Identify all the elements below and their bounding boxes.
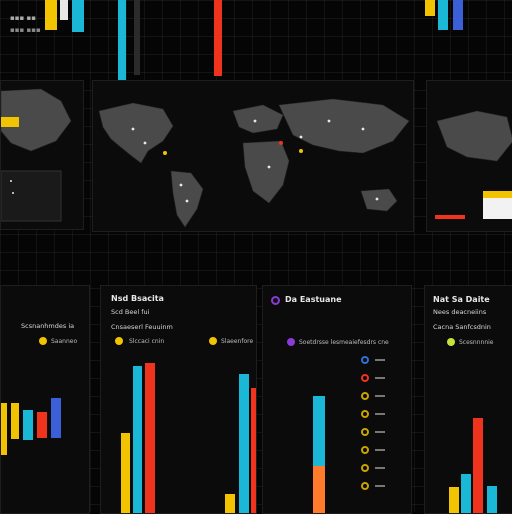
panel-left-legend-2: Saanneo xyxy=(51,338,78,345)
panel-title: Nsd Bsacita xyxy=(111,294,164,303)
icon-list-item-3[interactable] xyxy=(361,392,385,400)
panel-left-legend-1: Scsnanhmdes ia xyxy=(21,322,75,330)
ring-icon xyxy=(361,410,369,418)
legend-label-1: Slccaci cnin xyxy=(129,338,165,345)
panel-subtitle-2: Cnsaeserl Feuuinm xyxy=(111,323,173,331)
icon-list-item-8[interactable] xyxy=(361,482,385,490)
ring-icon xyxy=(361,392,369,400)
map-panel-center xyxy=(92,80,414,232)
bar-red xyxy=(145,363,155,513)
panel-right: Nat Sa Daite Nees deacneiins Cacna Sanfc… xyxy=(424,285,512,514)
icon-list-item-4[interactable] xyxy=(361,410,385,418)
ring-icon xyxy=(361,374,369,382)
top-left-cyan xyxy=(72,0,84,32)
panel-center-left: Nsd Bsacita Scd Beel fui Cnsaeserl Feuui… xyxy=(100,285,257,514)
bar-yellow-2 xyxy=(225,494,235,513)
r-bar-yellow xyxy=(449,487,459,513)
ring-icon xyxy=(361,482,369,490)
map-panel-left xyxy=(0,80,84,230)
panel-cr-title: Da Eastuane xyxy=(285,295,342,304)
ring-icon xyxy=(361,464,369,472)
map-right-svg xyxy=(435,110,512,219)
left-chart-bar-5 xyxy=(51,398,61,438)
ring-icon xyxy=(361,446,369,454)
world-map[interactable] xyxy=(93,81,413,231)
legend-dot-left xyxy=(39,337,47,345)
bar-cyan-2 xyxy=(239,374,249,513)
r-bar-red xyxy=(473,418,483,513)
top-right-cyan xyxy=(438,0,448,30)
legend-dot-yellow xyxy=(115,337,123,345)
legend-label-2: Slaeenfore xyxy=(221,338,254,345)
panel-right-legend: Scesnnnnie xyxy=(459,339,494,346)
panel-cr-legend: Soetdrsse lesmeaiefesdrs cne xyxy=(299,339,389,346)
bar-yellow xyxy=(121,433,130,513)
panel-subtitle: Scd Beel fui xyxy=(111,308,150,316)
top-left-text: ▪▪▪ ▪▪ xyxy=(10,14,36,22)
icon-list-item-7[interactable] xyxy=(361,464,385,472)
panel-right-subtitle-2: Cacna Sanfcsdnin xyxy=(433,323,491,331)
left-chart-bar-2 xyxy=(11,403,19,439)
top-right-yellow xyxy=(425,0,435,16)
ring-icon xyxy=(361,428,369,436)
left-chart-bar-4 xyxy=(37,412,47,438)
legend-dot-purple xyxy=(287,338,295,346)
r-bar-cyan-2 xyxy=(487,486,497,513)
legend-dot-yellow-2 xyxy=(209,337,217,345)
icon-list-item-2[interactable] xyxy=(361,374,385,382)
bar-cyan xyxy=(133,366,142,513)
top-left-white xyxy=(60,0,68,20)
legend-dot-green xyxy=(447,338,455,346)
r-bar-cyan xyxy=(461,474,471,513)
top-bar-gray xyxy=(134,0,140,75)
icon-list-item-6[interactable] xyxy=(361,446,385,454)
left-chart-bar-3 xyxy=(23,410,33,440)
panel-right-title: Nat Sa Daite xyxy=(433,295,490,304)
icon-list-item-1[interactable] xyxy=(361,356,385,364)
top-left-yellow xyxy=(45,0,57,30)
panel-center-right: Da Eastuane Soetdrsse lesmeaiefesdrs cne xyxy=(262,285,412,514)
cr-bar-orange xyxy=(313,466,325,513)
left-chart-bar-1 xyxy=(1,403,7,455)
ring-icon xyxy=(361,356,369,364)
map-left-svg xyxy=(0,88,72,222)
top-bar-cyan xyxy=(118,0,126,90)
bar-red-2 xyxy=(251,388,256,513)
map-panel-right xyxy=(426,80,512,232)
top-right-blue xyxy=(453,0,463,30)
top-left-text-2: ▪▪▪ ▪▪▪ xyxy=(10,26,41,34)
panel-left-lower: Scsnanhmdes ia Saanneo xyxy=(0,285,90,514)
panel-cr-icon xyxy=(271,296,280,305)
top-bar-red xyxy=(214,0,222,76)
icon-list-item-5[interactable] xyxy=(361,428,385,436)
panel-right-subtitle: Nees deacneiins xyxy=(433,308,487,316)
